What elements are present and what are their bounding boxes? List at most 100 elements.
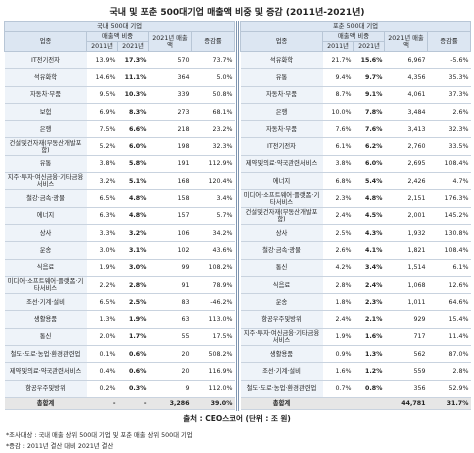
value-cell: 3.0%: [117, 259, 149, 277]
table-row: 에너지 6.3% 4.8% 157 5.7%: [4, 207, 235, 225]
value-cell: 5.4%: [353, 172, 385, 191]
column-header: 2021년: [117, 41, 149, 52]
table-row: 제약및의료·약국관련서비스 0.4% 0.6% 20 116.9%: [4, 362, 235, 381]
value-cell: 218: [148, 120, 192, 139]
value-cell: 91: [148, 276, 192, 295]
value-cell: 112.9%: [191, 155, 235, 174]
value-cell: 78.9%: [191, 276, 235, 295]
industry-cell: 운송: [240, 293, 323, 312]
table-row: 석유화학 21.7% 15.6% 6,967 -5.6%: [240, 51, 471, 70]
value-cell: 2,426: [384, 172, 428, 191]
table-row: 통신 4.2% 3.4% 1,514 6.1%: [240, 259, 471, 277]
value-cell: 5.2%: [86, 137, 118, 156]
value-cell: 3.3%: [86, 224, 118, 243]
value-cell: 2,760: [384, 137, 428, 156]
value-cell: 64.6%: [427, 293, 471, 312]
value-cell: 116.9%: [191, 362, 235, 381]
value-cell: 0.7%: [322, 380, 354, 398]
industry-cell: 식음료: [240, 276, 323, 295]
total-cell: 3,286: [148, 396, 192, 410]
value-cell: 32.3%: [427, 120, 471, 139]
value-cell: 3.4%: [353, 259, 385, 277]
value-cell: 273: [148, 103, 192, 122]
column-header: 2011년: [86, 41, 118, 52]
total-cell: -: [117, 396, 149, 410]
value-cell: 112.0%: [191, 380, 235, 398]
value-cell: 15.4%: [427, 310, 471, 329]
industry-cell: 통신: [240, 259, 323, 277]
table: 국내 500대 기업 업종 매출액 비중 2021년 매출액 증감률 2011년 2021년…: [4, 21, 235, 410]
value-cell: 0.1%: [86, 345, 118, 364]
total-row: 총합계 44,781 31.7%: [240, 396, 471, 410]
table-row: 제약및의료·약국관련서비스 3.8% 6.0% 2,695 108.4%: [240, 155, 471, 174]
industry-cell: IT전기전자: [240, 137, 323, 156]
value-cell: 4.7%: [427, 172, 471, 191]
table-row: 철도·도로·농업·환경관련업 0.1% 0.6% 20 508.2%: [4, 345, 235, 364]
value-cell: 3.8%: [86, 155, 118, 174]
table-row: 유통 3.8% 5.8% 191 112.9%: [4, 155, 235, 174]
value-cell: 9.7%: [353, 68, 385, 87]
value-cell: 5.8%: [117, 155, 149, 174]
value-cell: 12.6%: [427, 276, 471, 295]
total-cell: 39.0%: [191, 396, 235, 410]
table-row: 지주·투자·여신금융·기타금융서비스 3.2% 5.1% 168 120.4%: [4, 172, 235, 191]
value-cell: 6,967: [384, 51, 428, 70]
value-cell: 43.6%: [191, 241, 235, 260]
industry-cell: 상사: [240, 224, 323, 243]
column-header: 증감률: [427, 31, 471, 52]
value-cell: 5.0%: [191, 68, 235, 87]
total-cell: -: [86, 396, 118, 410]
value-cell: 508.2%: [191, 345, 235, 364]
value-cell: 2.4%: [322, 310, 354, 329]
table-row: 생활용품 1.3% 1.9% 63 113.0%: [4, 310, 235, 329]
table-row: 식음료 1.9% 3.0% 99 108.2%: [4, 259, 235, 277]
value-cell: 1.9%: [322, 328, 354, 347]
value-cell: 120.4%: [191, 172, 235, 191]
industry-cell: 제약및의료·약국관련서비스: [240, 155, 323, 174]
industry-cell: 은행: [4, 120, 87, 139]
industry-cell: 운송: [4, 241, 87, 260]
value-cell: 1.2%: [353, 362, 385, 381]
value-cell: 6.6%: [117, 120, 149, 139]
header-row: 업종 매출액 비중 2021년 매출액 증감률: [4, 31, 235, 52]
right-table: 포춘 500대 기업 업종 매출액 비중 2021년 매출액 증감률 2011년 2021년…: [240, 21, 471, 410]
table-row: 상사 2.5% 4.3% 1,932 130.8%: [240, 224, 471, 243]
table-row: 철도·도로·농업·환경관련업 0.7% 0.8% 356 52.9%: [240, 380, 471, 398]
value-cell: 1.3%: [353, 345, 385, 364]
table-row: 조선·기계·설비 6.5% 2.5% 83 -46.2%: [4, 293, 235, 312]
value-cell: 108.2%: [191, 259, 235, 277]
value-cell: 9.4%: [322, 68, 354, 87]
table: 포춘 500대 기업 업종 매출액 비중 2021년 매출액 증감률 2011년 2021년…: [240, 21, 471, 410]
value-cell: 21.7%: [322, 51, 354, 70]
value-cell: 2.5%: [322, 224, 354, 243]
value-cell: 2,695: [384, 155, 428, 174]
column-header: 2011년: [322, 41, 354, 52]
total-label: 총합계: [240, 396, 323, 410]
value-cell: 4.8%: [353, 189, 385, 208]
table-row: 유통 9.4% 9.7% 4,356 35.3%: [240, 68, 471, 87]
value-cell: 7.5%: [86, 120, 118, 139]
value-cell: 34.2%: [191, 224, 235, 243]
value-cell: 6.9%: [86, 103, 118, 122]
value-cell: 2.4%: [322, 207, 354, 225]
table-row: 항공우주및방위 0.2% 0.3% 9 112.0%: [4, 380, 235, 398]
group-header: 국내 500대 기업: [4, 21, 235, 32]
value-cell: 2,151: [384, 189, 428, 208]
value-cell: 2.4%: [353, 276, 385, 295]
value-cell: 3.2%: [117, 224, 149, 243]
industry-cell: 제약및의료·약국관련서비스: [4, 362, 87, 381]
industry-cell: 미디어·소프트웨어·플랫폼·기타서비스: [4, 276, 87, 295]
value-cell: 1.7%: [117, 328, 149, 347]
industry-cell: 에너지: [4, 207, 87, 225]
value-cell: 4.1%: [353, 241, 385, 260]
header-row: 국내 500대 기업: [4, 21, 235, 32]
industry-cell: 철강·금속·광물: [4, 189, 87, 208]
value-cell: 8.3%: [117, 103, 149, 122]
table-row: 운송 1.8% 2.3% 1,011 64.6%: [240, 293, 471, 312]
industry-cell: 조선·기계·설비: [4, 293, 87, 312]
value-cell: 5.7%: [191, 207, 235, 225]
value-cell: 37.3%: [427, 86, 471, 104]
value-cell: 10.0%: [322, 103, 354, 122]
column-header: 매출액 비중: [322, 31, 385, 42]
